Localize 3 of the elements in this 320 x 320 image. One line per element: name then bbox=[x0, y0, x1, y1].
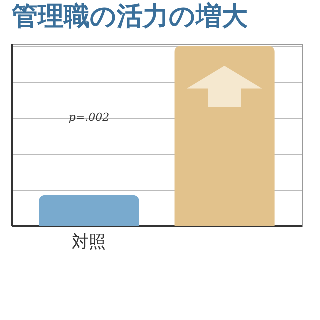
annotation: p=.002 bbox=[68, 111, 110, 124]
chart-title: 管理職の活力の増大 bbox=[11, 1, 249, 32]
x-tick-label: 対照 bbox=[72, 232, 106, 252]
